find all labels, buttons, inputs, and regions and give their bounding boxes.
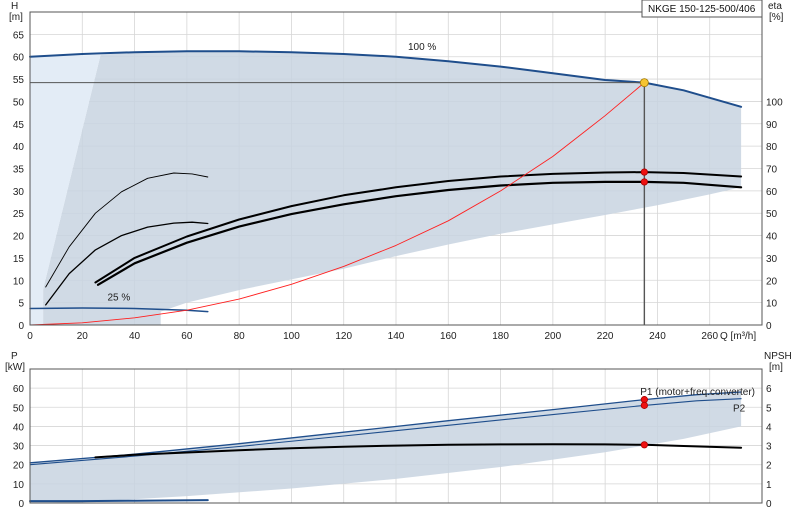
speed-label-100: 100 % (408, 42, 436, 53)
eta-marker (640, 168, 648, 176)
p1-legend-label: P1 (motor+freq.converter) (640, 387, 755, 398)
operating-range-shading (30, 51, 742, 503)
power-plot-frame (29, 368, 763, 504)
y-tick-label: 40 (13, 142, 25, 153)
x-tick-label: 260 (701, 331, 718, 342)
title-box (641, 0, 763, 18)
y-tick-label: 20 (13, 232, 25, 243)
y2-tick-label: 90 (766, 120, 778, 131)
head-chart-eta-total-line (96, 180, 743, 286)
head-chart-eta-thin1-line (45, 172, 209, 288)
p-tick-label: 20 (13, 461, 25, 472)
x-tick-label: 140 (388, 331, 405, 342)
y2-tick-label: 70 (766, 165, 778, 176)
labels: 0510152025303540455055606501020304050607… (5, 0, 792, 510)
y-tick-label: 0 (18, 321, 24, 332)
npsh-tick-label: 6 (766, 384, 772, 395)
x-tick-label: 20 (77, 331, 89, 342)
x-tick-label: 0 (27, 331, 33, 342)
npsh-tick-label: 3 (766, 442, 772, 453)
npsh-tick-label: 4 (766, 422, 772, 433)
y2-tick-label: 10 (766, 299, 778, 310)
y2-axis-label: eta (768, 1, 782, 12)
y2-tick-label: 50 (766, 209, 778, 220)
chart-title: NKGE 150-125-500/406 (648, 4, 756, 15)
head-chart-eta-thin2-line (45, 221, 209, 306)
y2-tick-label: 30 (766, 254, 778, 265)
axes (29, 11, 763, 504)
x-tick-label: 160 (440, 331, 457, 342)
power-chart-npsh-line (94, 443, 743, 459)
curves (29, 50, 743, 503)
p-tick-label: 40 (13, 422, 25, 433)
power-marker (640, 401, 648, 409)
y2-tick-label: 40 (766, 232, 778, 243)
y-tick-label: 50 (13, 97, 25, 108)
markers (639, 78, 649, 449)
y-tick-label: 35 (13, 165, 25, 176)
y2-tick-label: 80 (766, 142, 778, 153)
y-tick-label: 60 (13, 53, 25, 64)
y2-tick-label: 20 (766, 276, 778, 287)
y2-axis-unit: [%] (769, 12, 784, 23)
p-tick-label: 50 (13, 403, 25, 414)
y-tick-label: 15 (13, 254, 25, 265)
npsh-tick-label: 0 (766, 499, 772, 510)
x-tick-label: 40 (129, 331, 141, 342)
y-axis-unit: [m] (9, 12, 23, 23)
head-chart-eta-max-line (94, 171, 743, 284)
head-chart-h100-line (29, 50, 743, 108)
p-axis-unit: [kW] (5, 362, 25, 373)
y2-tick-label: 60 (766, 187, 778, 198)
p-tick-label: 60 (13, 384, 25, 395)
y-tick-label: 65 (13, 30, 25, 41)
operating-range-head-edge (30, 54, 101, 326)
head-chart-system-curve-line (29, 82, 645, 326)
head-chart-h25-line (29, 307, 209, 313)
duty-point-marker (639, 78, 649, 88)
x-tick-label: 120 (335, 331, 352, 342)
y-tick-label: 55 (13, 75, 25, 86)
p-tick-label: 0 (18, 499, 24, 510)
operating-range-power (30, 392, 742, 503)
power-chart-p-low-line (29, 499, 209, 503)
y-tick-label: 10 (13, 276, 25, 287)
x-tick-label: 220 (597, 331, 614, 342)
power-marker (640, 441, 648, 449)
npsh-axis-label: NPSH (764, 351, 792, 362)
y-tick-label: 25 (13, 209, 25, 220)
y-tick-label: 5 (18, 299, 24, 310)
head-plot-frame (29, 11, 763, 326)
p-tick-label: 10 (13, 480, 25, 491)
x-tick-label: 60 (181, 331, 193, 342)
p2-legend-label: P2 (733, 404, 746, 415)
npsh-tick-label: 5 (766, 403, 772, 414)
y-tick-label: 30 (13, 187, 25, 198)
x-axis-label: Q [m³/h] (720, 331, 756, 342)
x-tick-label: 240 (649, 331, 666, 342)
y-tick-label: 45 (13, 120, 25, 131)
y2-tick-label: 100 (766, 97, 783, 108)
p-tick-label: 30 (13, 442, 25, 453)
x-tick-label: 200 (545, 331, 562, 342)
y-axis-label: H (11, 1, 18, 12)
x-tick-label: 180 (492, 331, 509, 342)
npsh-tick-label: 2 (766, 461, 772, 472)
speed-label-25: 25 % (107, 292, 130, 303)
eta-total-marker (640, 178, 648, 186)
y2-tick-label: 0 (766, 321, 772, 332)
x-tick-label: 100 (283, 331, 300, 342)
x-tick-label: 80 (234, 331, 246, 342)
power-chart-p1-line (29, 391, 742, 464)
p-axis-label: P (11, 351, 18, 362)
npsh-tick-label: 1 (766, 480, 772, 491)
npsh-axis-unit: [m] (769, 362, 783, 373)
